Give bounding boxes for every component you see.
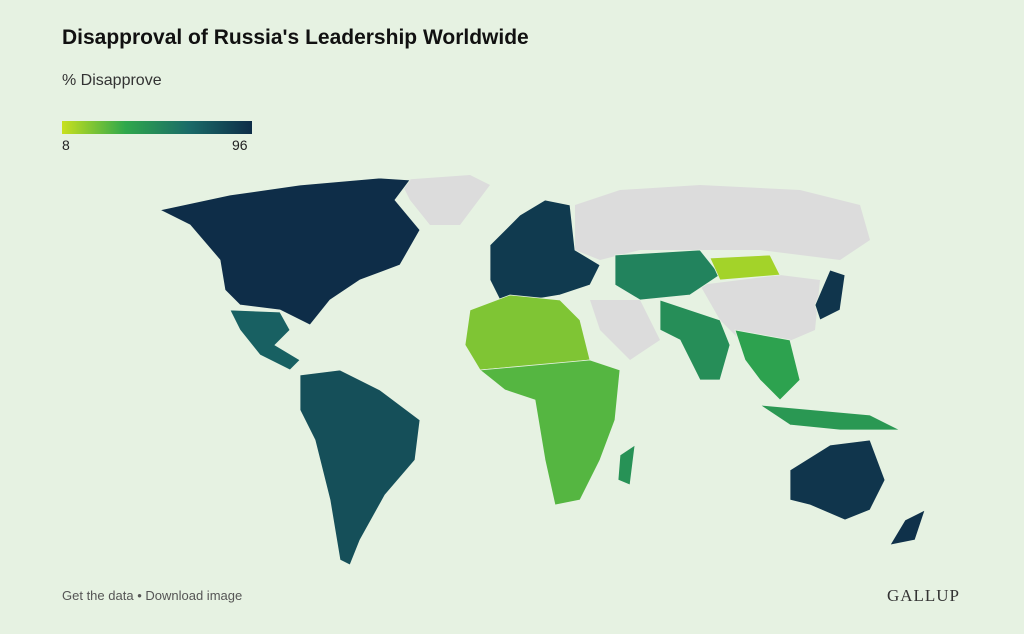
- footer-links: Get the data • Download image: [62, 588, 242, 603]
- legend-gradient: [62, 121, 252, 134]
- brand-logo: GALLUP: [886, 586, 960, 605]
- map-region: [734, 329, 801, 401]
- map-region: [614, 249, 721, 301]
- map-region: [229, 309, 301, 371]
- map-region: [158, 177, 421, 326]
- russia: [575, 185, 870, 260]
- subtitle: % Disapprove: [62, 72, 162, 89]
- no-data-regions: [400, 175, 870, 360]
- title: Disapproval of Russia's Leadership World…: [62, 26, 529, 49]
- legend-max: 96: [232, 137, 248, 153]
- map-region: [759, 404, 901, 431]
- map-region: [709, 254, 781, 281]
- map-region: [489, 199, 601, 301]
- map-region: [659, 299, 731, 381]
- middle-east: [590, 300, 660, 360]
- map-region: [889, 509, 926, 546]
- map-region: [464, 294, 591, 371]
- get-data-link[interactable]: Get the data: [62, 588, 134, 603]
- map-region: [299, 369, 421, 566]
- china: [700, 275, 820, 345]
- map-region: [617, 444, 636, 486]
- legend-min: 8: [62, 137, 70, 153]
- map-region: [478, 359, 621, 506]
- map-region: [789, 439, 886, 521]
- map-region: [814, 269, 846, 321]
- separator: •: [137, 588, 142, 603]
- greenland: [400, 175, 490, 225]
- download-link[interactable]: Download image: [145, 588, 243, 603]
